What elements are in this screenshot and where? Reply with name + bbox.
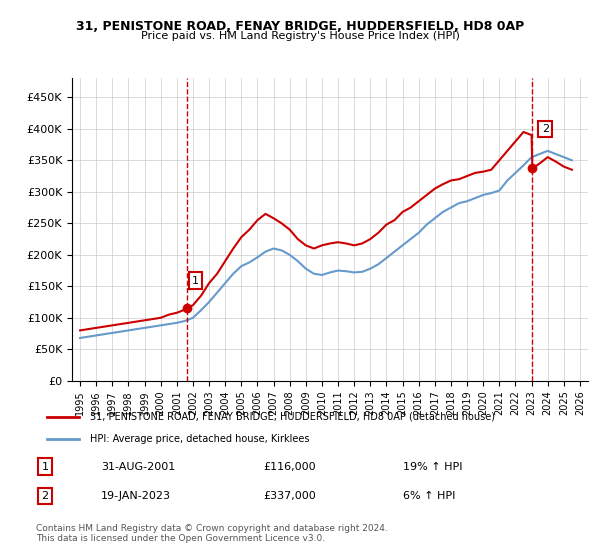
Text: 31, PENISTONE ROAD, FENAY BRIDGE, HUDDERSFIELD, HD8 0AP (detached house): 31, PENISTONE ROAD, FENAY BRIDGE, HUDDER… xyxy=(90,412,495,422)
Text: £337,000: £337,000 xyxy=(263,491,316,501)
Text: Contains HM Land Registry data © Crown copyright and database right 2024.
This d: Contains HM Land Registry data © Crown c… xyxy=(36,524,388,543)
Text: 6% ↑ HPI: 6% ↑ HPI xyxy=(403,491,455,501)
Text: 31-AUG-2001: 31-AUG-2001 xyxy=(101,461,175,472)
Text: 1: 1 xyxy=(41,461,49,472)
Text: 2: 2 xyxy=(542,124,549,134)
Text: 2: 2 xyxy=(41,491,49,501)
Text: 19-JAN-2023: 19-JAN-2023 xyxy=(101,491,171,501)
Text: 19% ↑ HPI: 19% ↑ HPI xyxy=(403,461,463,472)
Text: £116,000: £116,000 xyxy=(263,461,316,472)
Text: Price paid vs. HM Land Registry's House Price Index (HPI): Price paid vs. HM Land Registry's House … xyxy=(140,31,460,41)
Text: 31, PENISTONE ROAD, FENAY BRIDGE, HUDDERSFIELD, HD8 0AP: 31, PENISTONE ROAD, FENAY BRIDGE, HUDDER… xyxy=(76,20,524,32)
Text: HPI: Average price, detached house, Kirklees: HPI: Average price, detached house, Kirk… xyxy=(90,434,310,444)
Text: 1: 1 xyxy=(192,276,199,286)
